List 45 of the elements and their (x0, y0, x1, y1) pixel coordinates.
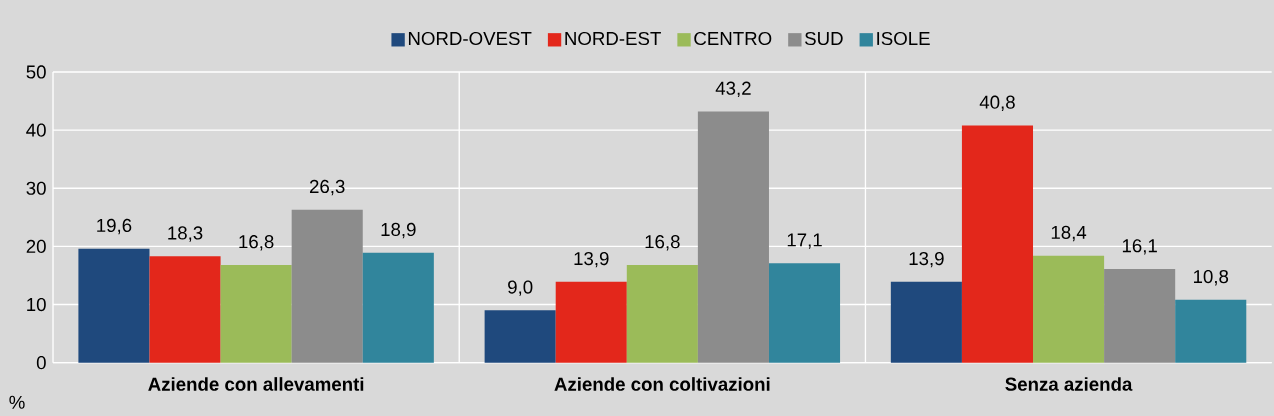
bar (890, 281, 962, 363)
bar (484, 310, 556, 363)
data-label: 16,8 (645, 235, 680, 251)
data-label: 18,3 (168, 226, 203, 242)
legend-label: SUD (805, 31, 843, 46)
bar (1175, 299, 1247, 363)
data-label: 13,9 (574, 251, 609, 268)
x-tick-label: Senza azienda (1005, 377, 1133, 391)
bar (768, 263, 841, 363)
bar (961, 125, 1034, 363)
y-tick-label: 10 (27, 297, 46, 312)
bar (697, 111, 769, 363)
y-tick-label: 40 (26, 123, 46, 137)
bar (78, 248, 150, 363)
data-label: 18,9 (381, 222, 416, 239)
bar (555, 281, 627, 363)
data-label: 16,8 (239, 235, 274, 251)
data-label: 18,4 (1051, 225, 1087, 242)
bar (362, 252, 434, 363)
legend-label: NORD-OVEST (408, 31, 532, 46)
legend-label: ISOLE (877, 31, 930, 46)
y-tick-label: 20 (26, 239, 46, 253)
legend-label: NORD-EST (565, 31, 661, 46)
y-tick-label: 0 (36, 356, 46, 370)
bar (1033, 255, 1105, 363)
y-axis-title: % (9, 395, 25, 409)
data-label: 43,2 (715, 81, 751, 98)
y-tick-label: 30 (26, 181, 46, 195)
data-label: 26,3 (309, 179, 345, 196)
data-label: 10,8 (1193, 269, 1229, 286)
legend-label: CENTRO (694, 31, 772, 46)
data-label: 19,6 (97, 218, 132, 235)
data-label: 40,8 (979, 95, 1015, 111)
bar (220, 264, 292, 363)
data-label: 9,0 (508, 280, 533, 296)
data-label: 17,1 (787, 233, 822, 249)
bar (291, 209, 363, 363)
bar (626, 264, 698, 363)
data-label: 16,1 (1122, 239, 1157, 255)
x-tick-label: Aziende con coltivazioni (554, 377, 770, 391)
bar (1104, 269, 1176, 363)
y-tick-label: 50 (26, 65, 46, 79)
bar (149, 256, 221, 363)
x-tick-label: Aziende con allevamenti (148, 377, 364, 391)
data-label: 13,9 (909, 251, 944, 268)
